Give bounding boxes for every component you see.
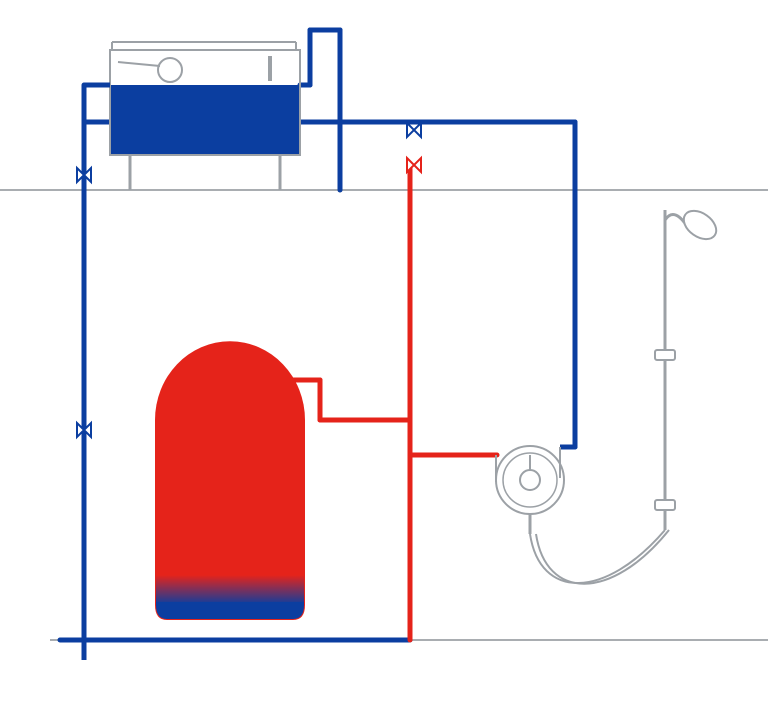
- plumbing-diagram: [0, 0, 768, 704]
- riser-bracket-top: [655, 350, 675, 360]
- cylinder-cold-base: [156, 602, 304, 619]
- tank-water: [111, 85, 299, 154]
- riser-bracket-bot: [655, 500, 675, 510]
- cylinder-gradient: [156, 575, 304, 605]
